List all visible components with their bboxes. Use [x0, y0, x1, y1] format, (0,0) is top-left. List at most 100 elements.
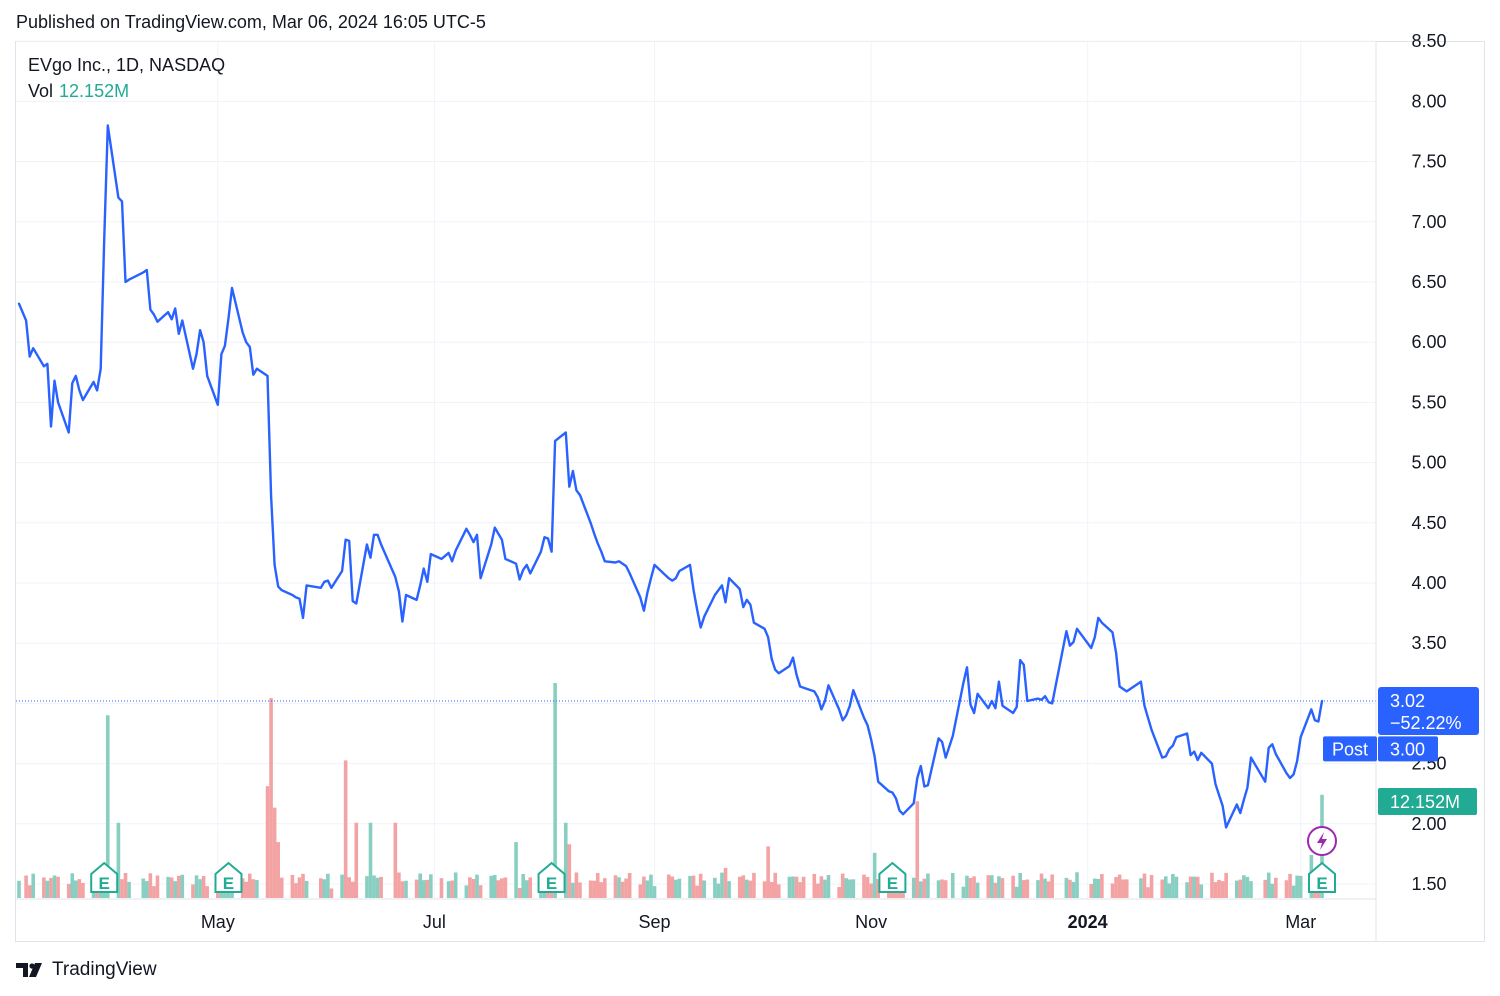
volume-bar [993, 882, 998, 898]
volume-bar [798, 882, 802, 898]
volume-bar [52, 875, 57, 898]
y-tick-label: 1.50 [1411, 874, 1446, 894]
last-price-badge-bg [1378, 686, 1479, 735]
volume-bar [865, 876, 870, 898]
earnings-marker-shape [878, 861, 907, 893]
volume-bar [1000, 878, 1005, 898]
volume-bar [773, 872, 778, 898]
volume-bar [446, 881, 451, 898]
volume-bar [1124, 879, 1129, 898]
volume-bar [741, 875, 746, 898]
volume-bar [269, 698, 273, 898]
earnings-marker-shape [1308, 861, 1336, 893]
volume-bar [397, 872, 401, 898]
volume-bar [1266, 872, 1271, 898]
volume-bar [347, 877, 351, 898]
volume-bar [745, 879, 749, 898]
volume-bar [713, 877, 717, 898]
volume-bar [666, 874, 671, 898]
time-axis: May Jul Sep Nov 2024 Mar [16, 898, 1376, 932]
volume-bar [166, 876, 170, 898]
volume-bar [1075, 872, 1079, 898]
volume-bar [1096, 878, 1101, 898]
volume-bar [691, 875, 696, 898]
volume-bar [429, 874, 433, 898]
volume-bar [478, 885, 483, 898]
price-line [17, 124, 1324, 829]
volume-bar [968, 877, 973, 898]
volume-bar [201, 876, 206, 898]
volume-bar [1210, 872, 1214, 898]
volume-bar [862, 874, 866, 898]
volume-bar [404, 880, 408, 898]
volume-bar [791, 876, 795, 898]
volume-bar [674, 879, 678, 898]
volume-bar [847, 879, 852, 898]
volume-bar [414, 879, 419, 898]
legend-title: EVgo Inc., 1D, NASDAQ [28, 55, 226, 75]
volume-bar [521, 874, 525, 898]
volume-bar [876, 879, 880, 898]
volume-bar [1238, 879, 1243, 898]
volume-bar [926, 873, 930, 898]
volume-bar [1295, 875, 1299, 898]
volume-bar [503, 877, 508, 898]
volume-bar [1171, 873, 1175, 898]
volume-bar [326, 873, 330, 898]
volume-bar [290, 874, 295, 898]
volume-bar [997, 876, 1001, 898]
volume-bar [1114, 876, 1118, 898]
volume-bar [1284, 880, 1289, 898]
volume-bar [975, 882, 980, 898]
volume-bar [986, 875, 991, 898]
volume-bar [1213, 882, 1218, 898]
volume-bar [1217, 879, 1221, 898]
volume-bar [769, 881, 774, 898]
volume-bar [716, 883, 721, 898]
volume-bar [372, 875, 376, 898]
volume-bar [1188, 876, 1193, 898]
volume-bar [56, 876, 60, 898]
volume-bar [1089, 884, 1094, 898]
volume-bar [322, 879, 327, 898]
volume-bar [265, 786, 270, 898]
volume-bar [471, 878, 476, 898]
volume-bar [592, 880, 596, 898]
volume-bar [45, 880, 50, 898]
volume-bar [1025, 879, 1030, 898]
volume-bar [1245, 876, 1250, 898]
volume-bar [354, 822, 359, 898]
price-badges: 3.02−52.22% Post 3.00 12.152M [1323, 686, 1479, 815]
volume-bar [514, 842, 518, 898]
volume-bar [720, 872, 724, 898]
volume-bar [990, 875, 994, 898]
volume-bar [869, 883, 873, 898]
volume-bar [1192, 876, 1196, 898]
earnings-marker: E [90, 861, 119, 893]
volume-bar [1234, 880, 1239, 898]
volume-bar [652, 886, 657, 898]
volume-bar [155, 875, 160, 898]
volume-bar [922, 878, 927, 898]
published-header: Published on TradingView.com, Mar 06, 20… [16, 12, 486, 32]
earnings-marker-label: E [1316, 874, 1327, 893]
volume-bar [563, 822, 568, 898]
volume-bar [329, 888, 334, 898]
volume-bar [826, 874, 831, 898]
volume-bar [1021, 880, 1026, 898]
volume-bar [737, 876, 742, 898]
post-label: Post [1332, 739, 1368, 759]
volume-bar [1274, 877, 1278, 898]
volume-bar [173, 881, 178, 898]
volume-bar [1174, 876, 1179, 898]
volume-bar [127, 881, 131, 898]
volume-bar [645, 880, 650, 898]
earnings-marker-label: E [99, 874, 110, 893]
volume-bar [255, 880, 259, 898]
volume-bar [439, 878, 444, 898]
volume-bar [475, 874, 479, 898]
volume-bar [1142, 873, 1147, 898]
footer-brand[interactable]: TradingView [16, 958, 157, 982]
y-tick-label: 3.50 [1411, 633, 1446, 653]
